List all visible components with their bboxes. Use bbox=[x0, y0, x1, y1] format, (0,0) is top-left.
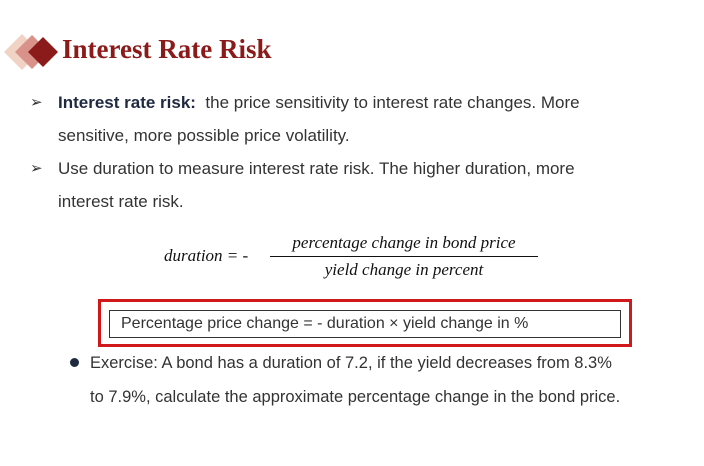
bullet-list: ➢ Interest rate risk: the price sensitiv… bbox=[30, 86, 680, 218]
exercise-item: Exercise: A bond has a duration of 7.2, … bbox=[66, 346, 704, 414]
formula-denominator: yield change in percent bbox=[324, 260, 484, 279]
formula-numerator: percentage change in bond price bbox=[292, 233, 516, 252]
formula-fraction: percentage change in bond price yield ch… bbox=[268, 230, 540, 283]
bullet-text-line1: Use duration to measure interest rate ri… bbox=[58, 159, 575, 178]
bullet-interest-rate-risk: ➢ Interest rate risk: the price sensitiv… bbox=[30, 86, 680, 152]
slide-header: Interest Rate Risk bbox=[0, 28, 704, 74]
arrow-bullet-icon: ➢ bbox=[30, 160, 43, 177]
bullet-text-line2: interest rate risk. bbox=[58, 192, 184, 211]
page-title: Interest Rate Risk bbox=[62, 34, 272, 64]
round-bullet-icon bbox=[70, 358, 79, 367]
duration-formula: duration = - percentage change in bond p… bbox=[164, 230, 544, 286]
bullet-text-line2: sensitive, more possible price volatilit… bbox=[58, 126, 350, 145]
fraction-bar bbox=[270, 256, 538, 257]
arrow-bullet-icon: ➢ bbox=[30, 94, 43, 111]
exercise-text-line2: to 7.9%, calculate the approximate perce… bbox=[90, 388, 621, 406]
highlight-box: Percentage price change = - duration × y… bbox=[98, 299, 632, 347]
formula-lhs: duration = - bbox=[164, 246, 249, 265]
highlight-formula-text: Percentage price change = - duration × y… bbox=[109, 310, 621, 338]
bullet-duration: ➢ Use duration to measure interest rate … bbox=[30, 152, 680, 218]
exercise-text-line1: Exercise: A bond has a duration of 7.2, … bbox=[90, 354, 612, 372]
diamond-icon bbox=[4, 34, 58, 70]
bullet-lead-term: Interest rate risk: bbox=[58, 93, 196, 112]
bullet-text-line1: the price sensitivity to interest rate c… bbox=[205, 93, 580, 112]
